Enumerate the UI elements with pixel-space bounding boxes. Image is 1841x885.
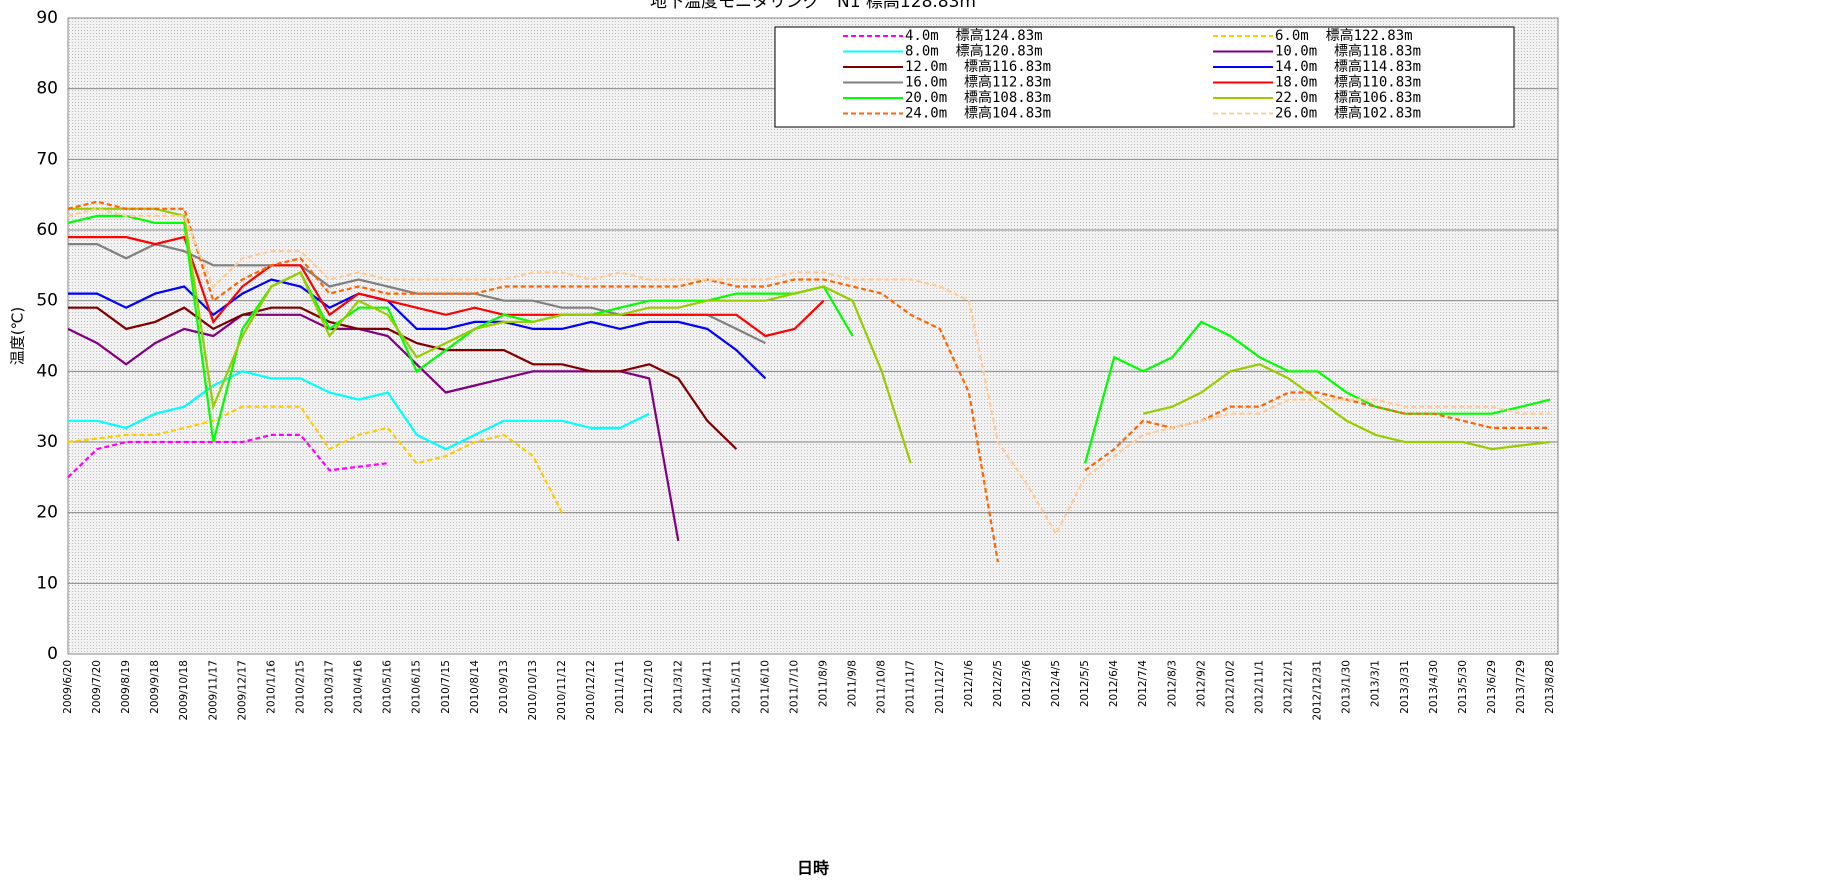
legend-label: 26.0m 標高102.83m xyxy=(1275,105,1421,122)
x-tick-label: 2009/11/17 xyxy=(207,660,219,721)
x-tick-label: 2011/11/7 xyxy=(905,660,917,714)
x-tick-label: 2009/6/20 xyxy=(62,660,74,714)
series-line xyxy=(67,405,563,514)
series-line xyxy=(68,278,767,380)
x-tick-label: 2010/8/14 xyxy=(469,660,481,714)
x-tick-label: 2013/5/30 xyxy=(1457,660,1469,714)
x-tick-label: 2010/11/12 xyxy=(556,660,568,721)
chart-title: 地下温度モニタリング N1 標高128.83m xyxy=(650,0,976,12)
y-tick-label: 0 xyxy=(47,644,58,664)
series-line xyxy=(68,370,650,451)
legend-label: 14.0m 標高114.83m xyxy=(1275,58,1421,75)
x-tick-label: 2012/9/2 xyxy=(1195,660,1207,707)
x-tick-label: 2009/9/18 xyxy=(149,660,161,714)
x-tick-label: 2013/3/1 xyxy=(1370,660,1382,707)
x-tick-label: 2012/12/31 xyxy=(1312,660,1324,721)
x-tick-label: 2011/3/12 xyxy=(672,660,684,714)
x-tick-label: 2010/7/15 xyxy=(440,660,452,714)
x-tick-label: 2012/5/5 xyxy=(1079,660,1091,707)
series-line xyxy=(67,433,388,479)
x-tick-label: 2012/3/6 xyxy=(1021,660,1033,707)
series-line xyxy=(67,214,1551,464)
legend-label: 8.0m 標高120.83m xyxy=(905,43,1043,60)
x-tick-label: 2013/3/31 xyxy=(1399,660,1411,714)
x-tick-label: 2012/8/3 xyxy=(1166,660,1178,707)
x-tick-label: 2012/2/5 xyxy=(992,660,1004,707)
x-tick-label: 2013/7/29 xyxy=(1515,660,1527,714)
x-tick-label: 2011/9/8 xyxy=(847,660,859,707)
series-line xyxy=(68,207,1551,464)
legend-box xyxy=(774,26,1515,128)
x-tick-label: 2010/3/17 xyxy=(324,660,336,714)
x-tick-label: 2011/7/10 xyxy=(789,660,801,714)
series-line xyxy=(67,200,1551,563)
x-tick-label: 2011/2/10 xyxy=(643,660,655,714)
x-tick-label: 2010/5/16 xyxy=(382,660,394,714)
x-tick-label: 2012/1/6 xyxy=(963,660,975,707)
x-tick-label: 2011/10/8 xyxy=(876,660,888,714)
x-tick-label: 2011/5/11 xyxy=(730,660,742,714)
legend-label: 4.0m 標高124.83m xyxy=(905,27,1043,44)
legend-label: 20.0m 標高108.83m xyxy=(905,89,1051,106)
x-tick-label: 2012/12/1 xyxy=(1283,660,1295,714)
x-tick-label: 2012/10/2 xyxy=(1224,660,1236,714)
series-line xyxy=(68,235,825,338)
x-tick-label: 2012/11/1 xyxy=(1253,660,1265,714)
x-tick-label: 2011/12/7 xyxy=(934,660,946,714)
legend-label: 24.0m 標高104.83m xyxy=(905,105,1051,122)
series-line xyxy=(67,207,1551,537)
y-tick-label: 60 xyxy=(36,220,58,240)
legend-label: 18.0m 標高110.83m xyxy=(1275,74,1421,91)
x-tick-label: 2012/6/4 xyxy=(1108,660,1120,707)
x-tick-label: 2011/8/9 xyxy=(818,660,830,707)
x-tick-label: 2010/9/13 xyxy=(498,660,510,714)
x-tick-label: 2012/7/4 xyxy=(1137,660,1149,707)
legend-label: 6.0m 標高122.83m xyxy=(1275,27,1413,44)
x-tick-label: 2013/1/30 xyxy=(1341,660,1353,714)
x-tick-label: 2013/6/29 xyxy=(1486,660,1498,714)
y-tick-label: 80 xyxy=(36,79,58,99)
x-tick-label: 2012/4/5 xyxy=(1050,660,1062,707)
x-tick-label: 2009/12/17 xyxy=(236,660,248,721)
legend-label: 10.0m 標高118.83m xyxy=(1275,43,1421,60)
x-tick-label: 2010/2/15 xyxy=(294,660,306,714)
x-tick-label: 2011/1/11 xyxy=(614,660,626,714)
x-tick-label: 2009/7/20 xyxy=(91,660,103,714)
y-tick-label: 70 xyxy=(36,149,58,169)
x-tick-label: 2013/4/30 xyxy=(1428,660,1440,714)
legend-label: 22.0m 標高106.83m xyxy=(1275,89,1421,106)
x-tick-label: 2009/8/19 xyxy=(120,660,132,714)
y-tick-label: 20 xyxy=(36,503,58,523)
x-axis-label: 日時 xyxy=(797,859,829,878)
x-tick-label: 2011/6/10 xyxy=(759,660,771,714)
x-tick-label: 2010/4/16 xyxy=(353,660,365,714)
x-tick-label: 2010/10/13 xyxy=(527,660,539,721)
y-tick-label: 10 xyxy=(36,573,58,593)
series-line xyxy=(67,313,680,542)
y-tick-label: 40 xyxy=(36,361,58,381)
y-tick-label: 90 xyxy=(36,8,58,28)
x-tick-label: 2010/6/15 xyxy=(411,660,423,714)
y-tick-label: 30 xyxy=(36,432,58,452)
legend-label: 12.0m 標高116.83m xyxy=(905,58,1051,75)
x-tick-label: 2010/1/16 xyxy=(265,660,277,714)
x-tick-label: 2010/12/12 xyxy=(585,660,597,721)
x-tick-label: 2011/4/11 xyxy=(701,660,713,714)
y-axis-label: 温度(℃) xyxy=(9,307,27,366)
x-tick-label: 2009/10/18 xyxy=(178,660,190,721)
legend-label: 16.0m 標高112.83m xyxy=(905,74,1051,91)
x-tick-label: 2013/8/28 xyxy=(1544,660,1556,714)
y-tick-label: 50 xyxy=(36,291,58,311)
